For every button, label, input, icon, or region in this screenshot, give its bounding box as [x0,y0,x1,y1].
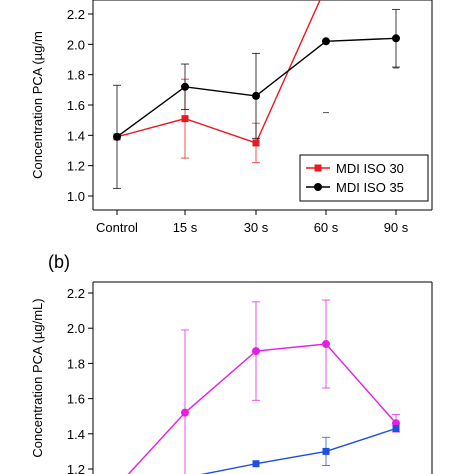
legend-label: MDI ISO 30 [336,161,404,176]
data-point-square [252,139,260,147]
x-tick-label: 60 s [314,220,339,235]
panel-label: (b) [48,252,70,272]
data-point-square [392,425,400,433]
data-point-circle [322,340,330,349]
y-tick-label: 1.8 [67,68,85,83]
x-tick-label: 15 s [173,220,198,235]
y-tick-label: 1.0 [67,189,85,204]
data-point-circle [252,347,260,356]
data-point-circle [113,132,121,141]
legend-box [299,154,429,202]
y-tick-label: 2.2 [67,286,85,301]
data-point-square [322,447,330,455]
legend-marker [314,164,322,172]
y-tick-label: 2.0 [67,321,85,336]
y-tick-label: 1.4 [67,128,85,143]
y-tick-label: 1.2 [67,462,85,474]
data-point-circle [181,408,189,417]
data-point-square [181,115,189,123]
panel-a: Control 15 s 30 s 60 s 90 s 1.0 1.2 1.4 1.6 1.8 2.… [30,0,433,235]
y-tick-label: 2.0 [67,37,85,52]
legend-label: MDI ISO 35 [336,180,404,195]
plot-area [127,299,400,474]
x-tick-label: 90 s [384,220,409,235]
series-line [116,0,321,144]
y-axis-title: Concentration PCA (µg/m [30,31,45,179]
data-point-square [252,460,260,468]
y-tick-label: 1.6 [67,98,85,113]
data-point-circle [392,34,400,43]
y-tick-label: 1.8 [67,356,85,371]
data-point-circle [252,91,260,100]
y-tick-label: 2.2 [67,7,85,22]
plot-area [113,0,400,189]
x-tick-label: Control [96,220,138,235]
y-tick-label: 1.4 [67,427,85,442]
data-point-circle [322,37,330,46]
legend: MDI ISO 30 MDI ISO 35 [299,154,429,202]
x-tick-label: 30 s [244,220,269,235]
y-tick-label: 1.6 [67,392,85,407]
legend-marker [314,183,322,191]
y-tick-label: 1.2 [67,159,85,174]
data-point-circle [181,82,189,91]
y-axis-title: Concentration PCA (µg/mL) [30,298,45,457]
panel-b: 1.2 1.4 1.6 1.8 2.0 2.2 Concentration PCA (µg/… [30,252,433,474]
